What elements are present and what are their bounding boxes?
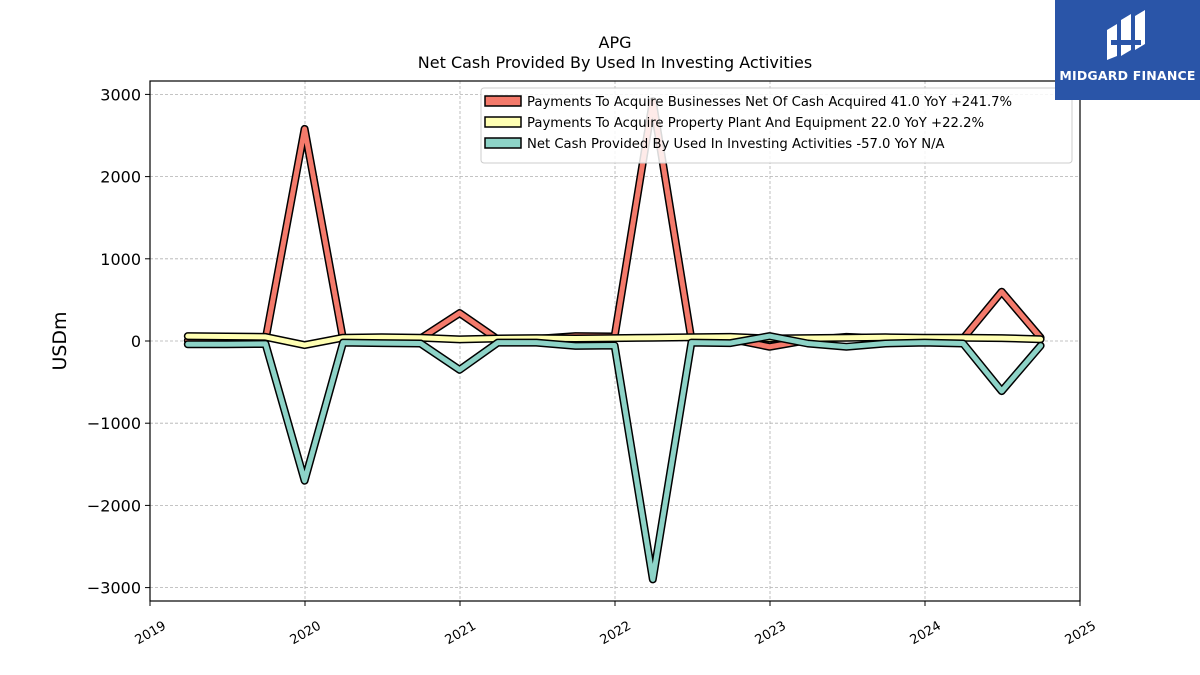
legend-label: Net Cash Provided By Used In Investing A… — [527, 137, 945, 152]
data-series — [183, 97, 1045, 584]
y-tick-label: −1000 — [87, 414, 141, 433]
y-tick-label: 2000 — [100, 168, 141, 187]
y-axis-label: USDm — [49, 311, 71, 370]
series-line — [185, 333, 1044, 348]
legend-swatch — [484, 116, 522, 128]
y-tick-label: −3000 — [87, 579, 141, 598]
chart-subtitle: Net Cash Provided By Used In Investing A… — [418, 53, 812, 72]
x-tick-label: 2023 — [753, 619, 789, 649]
x-tick-label: 2024 — [908, 619, 944, 649]
logo-mark-icon — [1107, 10, 1145, 60]
y-tick-label: −2000 — [87, 496, 141, 515]
chart-title: APG — [599, 33, 632, 52]
logo-text: MIDGARD FINANCE — [1059, 68, 1196, 83]
y-tick-label: 0 — [131, 332, 141, 351]
legend: Payments To Acquire Businesses Net Of Ca… — [480, 87, 1073, 164]
legend-box — [480, 87, 1073, 164]
x-tick-label: 2022 — [598, 619, 634, 649]
x-tick-label: 2021 — [443, 619, 479, 649]
legend-swatch — [484, 95, 522, 107]
midgard-finance-logo: MIDGARD FINANCE — [1055, 0, 1200, 100]
plot-frame — [149, 80, 1081, 602]
series-line-outline — [183, 332, 1045, 584]
y-tick-label: 1000 — [100, 250, 141, 269]
y-axis-ticks: 3000 2000 1000 0 −1000 −2000 −3000 — [87, 85, 150, 598]
y-tick-label: 3000 — [100, 85, 141, 104]
x-tick-label: 2025 — [1063, 619, 1099, 649]
x-axis-ticks: 2019 2020 2021 2022 2023 2024 2025 — [133, 601, 1099, 648]
legend-label: Payments To Acquire Property Plant And E… — [527, 116, 984, 131]
legend-swatch — [484, 137, 522, 149]
x-tick-label: 2019 — [133, 619, 169, 649]
x-tick-label: 2020 — [288, 619, 324, 649]
legend-label: Payments To Acquire Businesses Net Of Ca… — [527, 95, 1012, 110]
series-line — [185, 333, 1044, 582]
